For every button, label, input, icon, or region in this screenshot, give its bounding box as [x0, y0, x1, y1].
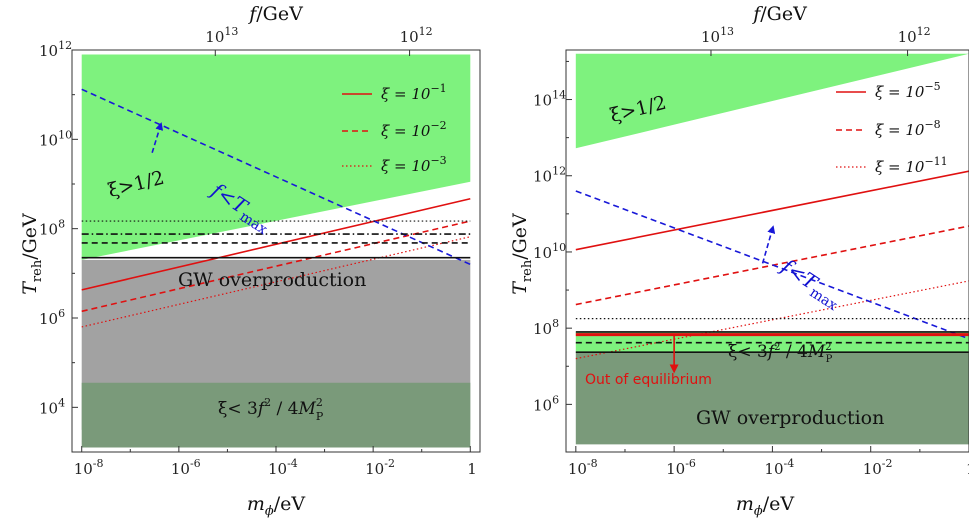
right-region-xi-half — [575, 53, 969, 149]
left-line-xi-1e-3 — [81, 236, 471, 328]
right-top-axis-label: f/GeV — [751, 3, 807, 25]
left-y-tick-label: 1012 — [39, 39, 72, 60]
right-plot-frame — [565, 49, 969, 453]
right-legend-item-2: ξ = 10−8 — [875, 118, 941, 139]
right-panel: ξ>1/2 GW overproduction Out of equilibri… — [509, 3, 969, 519]
left-legend-item-3: ξ = 10−3 — [381, 154, 447, 175]
right-legend: ξ = 10−5 ξ = 10−8 ξ = 10−11 — [836, 80, 948, 176]
left-x-axis-label: mϕ/eV — [247, 493, 306, 519]
right-y-tick-label: 1012 — [533, 165, 566, 186]
left-x-tick-label: 1 — [467, 460, 477, 478]
right-x-axis-label: mϕ/eV — [736, 493, 795, 519]
right-line-xi-1e-5 — [575, 170, 969, 251]
left-gw-label: GW overproduction — [178, 269, 366, 291]
left-x-tick-label: 10-2 — [365, 457, 395, 478]
right-x-tick-label: 10-8 — [568, 457, 598, 478]
left-y-axis-label: Treh/GeV — [19, 213, 45, 295]
right-top-tick-label: 1013 — [701, 25, 734, 46]
left-y-tick-label: 1010 — [39, 128, 72, 149]
left-y-tick-label: 104 — [39, 396, 65, 417]
left-top-tick-label: 1013 — [205, 25, 238, 46]
right-out-of-equilibrium-label: Out of equilibrium — [585, 372, 712, 388]
left-panel: ξ>1/2 GW overproduction ξ< 3f2 / 4M2 P f<… — [19, 3, 481, 519]
left-top-tick-label: 1012 — [400, 25, 433, 46]
left-line-xi-1e-1 — [81, 197, 471, 291]
left-x-tick-label: 10-6 — [171, 457, 201, 478]
right-x-tick-label: 1 — [966, 460, 969, 478]
right-y-tick-label: 108 — [533, 317, 559, 338]
left-top-axis-label: f/GeV — [247, 3, 303, 25]
right-y-tick-label: 106 — [533, 393, 559, 414]
left-region-xi-half — [81, 54, 471, 260]
right-legend-item-1: ξ = 10−5 — [875, 80, 941, 101]
right-line-xi-1e-11 — [575, 280, 969, 360]
right-xi-small-label: ξ< 3f2 / 4M2 P — [728, 342, 833, 365]
right-arrow-0 — [761, 225, 776, 264]
right-y-tick-label: 1014 — [533, 89, 566, 110]
left-region-xi-small — [81, 382, 471, 448]
left-legend: ξ = 10−1 ξ = 10−2 ξ = 10−3 — [342, 82, 447, 175]
right-y-tick-label: 1010 — [533, 241, 566, 262]
left-arrow-0 — [151, 122, 164, 153]
right-top-tick-label: 1012 — [898, 25, 931, 46]
left-x-tick-label: 10-8 — [74, 457, 104, 478]
left-line-f-less-Tmax — [81, 88, 471, 266]
left-y-tick-label: 106 — [39, 307, 65, 328]
right-gw-label: GW overproduction — [696, 407, 884, 429]
left-y-tick-label: 108 — [39, 218, 65, 239]
left-legend-item-1: ξ = 10−1 — [381, 82, 447, 103]
right-line-f-less-Tmax — [575, 190, 969, 340]
right-legend-item-3: ξ = 10−11 — [875, 155, 948, 176]
right-x-tick-label: 10-6 — [666, 457, 696, 478]
right-f-tmax-label: f<Tmax — [773, 253, 846, 314]
left-line-xi-1e-2 — [81, 220, 471, 313]
right-y-axis-label: Treh/GeV — [509, 213, 535, 295]
left-x-tick-label: 10-4 — [268, 457, 298, 478]
right-x-tick-label: 10-2 — [863, 457, 893, 478]
left-xi-small-label: ξ< 3f2 / 4M2 P — [218, 396, 324, 423]
right-region-gw-overproduction — [575, 352, 969, 445]
left-legend-item-2: ξ = 10−2 — [381, 119, 447, 140]
right-x-tick-label: 10-4 — [764, 457, 794, 478]
